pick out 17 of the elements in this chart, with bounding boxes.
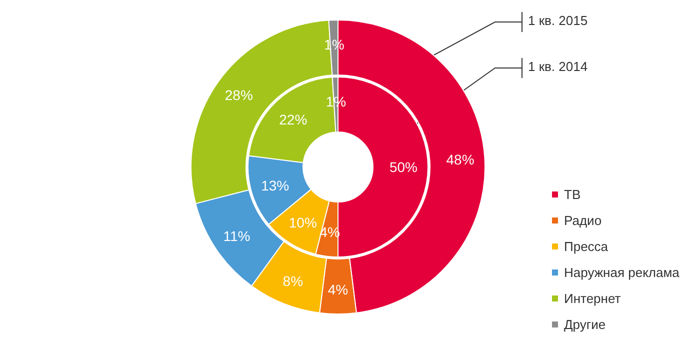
legend-label: Другие (564, 317, 606, 332)
slice-label: 1 кв. 2015 (528, 13, 588, 28)
legend-label: ТВ (564, 187, 581, 202)
data-label: 50% (389, 159, 418, 175)
data-label: 8% (282, 272, 304, 289)
data-label: 48% (446, 151, 474, 168)
legend-label: Радио (564, 213, 602, 228)
data-label: 22% (279, 111, 308, 128)
data-label: 4% (328, 282, 348, 298)
legend-label: Интернет (564, 291, 621, 306)
data-label: 13% (261, 177, 290, 194)
legend-label: Пресса (564, 239, 609, 254)
legend-label: Наружная реклама (564, 265, 680, 280)
data-label: 11% (223, 228, 250, 244)
data-label: 28% (224, 86, 253, 103)
data-label: 10% (288, 214, 317, 230)
slice-label: 1 кв. 2014 (528, 59, 588, 74)
